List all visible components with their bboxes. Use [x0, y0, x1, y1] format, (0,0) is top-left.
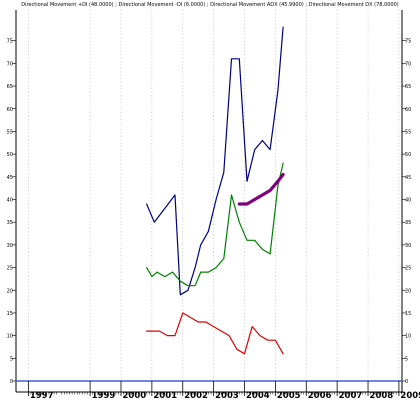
x-tick-label: 2001 — [153, 391, 177, 400]
y-tick-label-left: 0 — [10, 379, 13, 385]
y-tick-label-right: 10 — [405, 334, 411, 340]
x-tick-label: 1999 — [92, 391, 116, 400]
x-tick-label: 2002 — [184, 391, 208, 400]
y-tick-label-left: 15 — [7, 311, 13, 317]
y-tick-label-right: 25 — [405, 266, 411, 272]
series — [146, 26, 285, 355]
series-line-di — [146, 162, 284, 287]
y-tick-label-left: 40 — [7, 198, 13, 204]
y-tick-label-right: 5 — [405, 356, 408, 362]
y-tick-label-left: 30 — [7, 243, 13, 249]
y-tick-label-left: 55 — [7, 129, 13, 135]
y-tick-label-right: 70 — [405, 61, 411, 67]
series-line-di — [146, 312, 284, 355]
y-tick-label-right: 30 — [405, 243, 411, 249]
y-tick-label-right: 65 — [405, 84, 411, 90]
y-tick-label-right: 20 — [405, 288, 411, 294]
y-tick-label-right: 35 — [405, 220, 411, 226]
axes — [15, 10, 403, 393]
x-tick-label: 2005 — [277, 391, 301, 400]
y-tick-label-left: 20 — [7, 288, 13, 294]
series-line-adx — [237, 172, 285, 206]
y-tick-label-right: 15 — [405, 311, 411, 317]
y-tick-label-left: 5 — [10, 356, 13, 362]
y-tick-label-left: 75 — [7, 39, 13, 45]
x-ticks: 1997 1999 2000 2001 2002 2003 2004 2005 2006 2007… — [27, 381, 420, 400]
y-tick-label-left: 70 — [7, 61, 13, 67]
y-tick-label-left: 45 — [7, 175, 13, 181]
series-line-dx — [146, 26, 284, 296]
chart-title: Directional Movement +DI (48.0000) ; Dir… — [21, 2, 399, 8]
x-tick-label: 2006 — [308, 391, 332, 400]
y-tick-label-left: 60 — [7, 107, 13, 113]
y-tick-label-left: 65 — [7, 84, 13, 90]
x-tick-label: 2009 — [400, 391, 420, 400]
y-tick-label-left: 35 — [7, 220, 13, 226]
grid — [28, 10, 400, 381]
x-tick-label: 2000 — [122, 391, 146, 400]
x-tick-label: 2003 — [215, 391, 239, 400]
y-tick-label-right: 75 — [405, 39, 411, 45]
y-tick-label-right: 40 — [405, 198, 411, 204]
y-tick-label-right: 45 — [405, 175, 411, 181]
y-tick-label-left: 25 — [7, 266, 13, 272]
y-tick-label-right: 60 — [405, 107, 411, 113]
x-tick-label: 2007 — [339, 391, 363, 400]
y-tick-label-right: 0 — [405, 379, 408, 385]
y-tick-label-right: 55 — [405, 129, 411, 135]
y-tick-label-left: 50 — [7, 152, 13, 158]
x-tick-label: 2008 — [370, 391, 394, 400]
y-tick-label-right: 50 — [405, 152, 411, 158]
x-tick-label: 1997 — [30, 391, 54, 400]
y-tick-label-left: 10 — [7, 334, 13, 340]
x-tick-label: 2004 — [246, 391, 270, 400]
